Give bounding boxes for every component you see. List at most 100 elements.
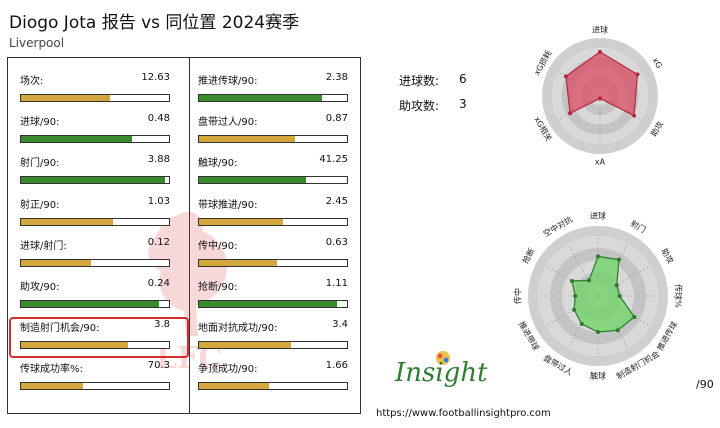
stat-bar-fill [21,218,113,225]
radar-axis-label: 触球 [590,371,606,381]
stat-bar [198,217,348,226]
stat-row: 带球推进/90: 2.45 [198,196,348,232]
radar-point [570,279,575,283]
liverbird-watermark-icon: LFC [148,211,227,376]
radar-axis-label: xA [595,158,606,167]
radar-point [617,294,622,298]
stat-row: 射门/90: 3.88 [20,154,170,190]
stat-value: 1.03 [147,195,170,207]
stat-bar-fill [21,383,84,390]
stat-value: 12.63 [141,72,170,83]
stat-value: 0.87 [325,113,348,125]
radar-axis-label: 进球 [592,25,608,35]
stat-value: 1.11 [325,278,348,289]
stat-bar-fill [199,383,269,390]
stat-value: 3.4 [332,319,348,331]
stat-row: 触球/90: 41.25 [198,154,348,190]
radar-point [614,283,619,288]
stat-value: 0.12 [147,236,170,248]
per90-note: /90 [696,378,714,391]
stat-label: 进球/射门: [20,240,67,252]
radar-point [568,111,573,116]
stat-value: 41.25 [319,154,348,166]
stat-row: 射正/90: 1.03 [20,196,170,232]
highlight-box [9,317,189,358]
radar-point [579,322,584,327]
stat-value: 0.24 [147,278,170,289]
goals-total: 进球数: 6 [399,72,467,89]
stat-label: 带球推进/90: [198,199,258,211]
radar-axis-label: 抢断 [520,246,537,265]
stat-row: 抢断/90: 1.11 [198,278,348,314]
stat-value: 2.45 [325,195,348,207]
radar-point [615,328,620,333]
stat-bar-fill [21,177,165,184]
radar-point [598,49,602,54]
stat-bar-fill [21,342,128,349]
stat-bar-fill [199,259,278,266]
radar-point [572,307,577,312]
stat-label: 传球成功率%: [20,364,83,376]
page-title: Diogo Jota 报告 vs 同位置 2024赛季 [9,13,300,33]
radar-point [635,72,640,77]
radar-point [617,257,621,262]
radar-outer-ring [528,226,668,366]
stat-bar [198,176,348,185]
stat-bar [198,300,348,308]
stat-label: 盘带过人/90: [198,117,258,129]
stat-bar-fill [21,301,159,307]
ball-logo-icon [436,351,450,365]
stat-bar [198,94,348,102]
stat-value: 2.38 [325,72,348,83]
stat-bar [20,382,170,391]
stat-value: 0.48 [147,113,170,125]
stat-label: 制造射门机会/90: [20,323,100,335]
stat-bar-fill [199,301,337,307]
stat-bar [198,341,348,350]
goals-total-label: 进球数: [399,74,440,88]
stat-bar-fill [199,177,306,184]
radar-axis-label: 传中 [513,288,523,304]
radar-point [587,278,591,283]
stat-row: 地面对抗成功/90: 3.4 [198,319,348,355]
radar-axis-label: 进球 [590,211,606,221]
stat-label: 争顶成功/90: [198,364,258,376]
stat-label: 推进传球/90: [198,76,258,87]
stat-label: 抢断/90: [198,282,238,293]
stat-bar-fill [199,95,322,101]
radar-point [596,254,600,259]
stat-row: 制造射门机会/90: 3.8 [20,319,170,355]
stat-label: 场次: [20,76,44,87]
stat-bar [198,382,348,391]
stat-value: 70.3 [147,360,170,372]
stat-bar-fill [199,218,284,225]
stat-row: 进球/90: 0.48 [20,113,170,149]
stat-bar-fill [199,342,291,349]
radar-axis-label: 助攻 [659,246,676,265]
stat-value: 3.88 [147,154,170,166]
radar-point [598,96,602,101]
stat-bar [20,341,170,350]
radar-point [573,294,578,298]
stat-row: 助攻/90: 0.24 [20,278,170,314]
stat-label: 射正/90: [20,199,60,211]
stat-label: 进球/90: [20,117,60,129]
stat-label: 地面对抗成功/90: [198,323,278,335]
stat-row: 进球/射门: 0.12 [20,237,170,273]
stats-panel: LFC [7,57,361,414]
radar-point [632,113,637,118]
stat-bar [20,94,170,102]
assists-total: 助攻数: 3 [399,97,467,114]
stat-row: 传中/90: 0.63 [198,237,348,273]
website-url[interactable]: https://www.footballinsightpro.com [376,408,551,419]
stat-bar-fill [21,259,91,266]
stat-bar-fill [21,95,110,101]
goals-total-value: 6 [459,72,467,86]
stat-label: 触球/90: [198,158,238,170]
stat-row: 场次: 12.63 [20,72,170,108]
stat-bar-fill [199,136,296,143]
stat-bar [20,135,170,144]
radar-axis-label: 射门 [629,218,648,235]
